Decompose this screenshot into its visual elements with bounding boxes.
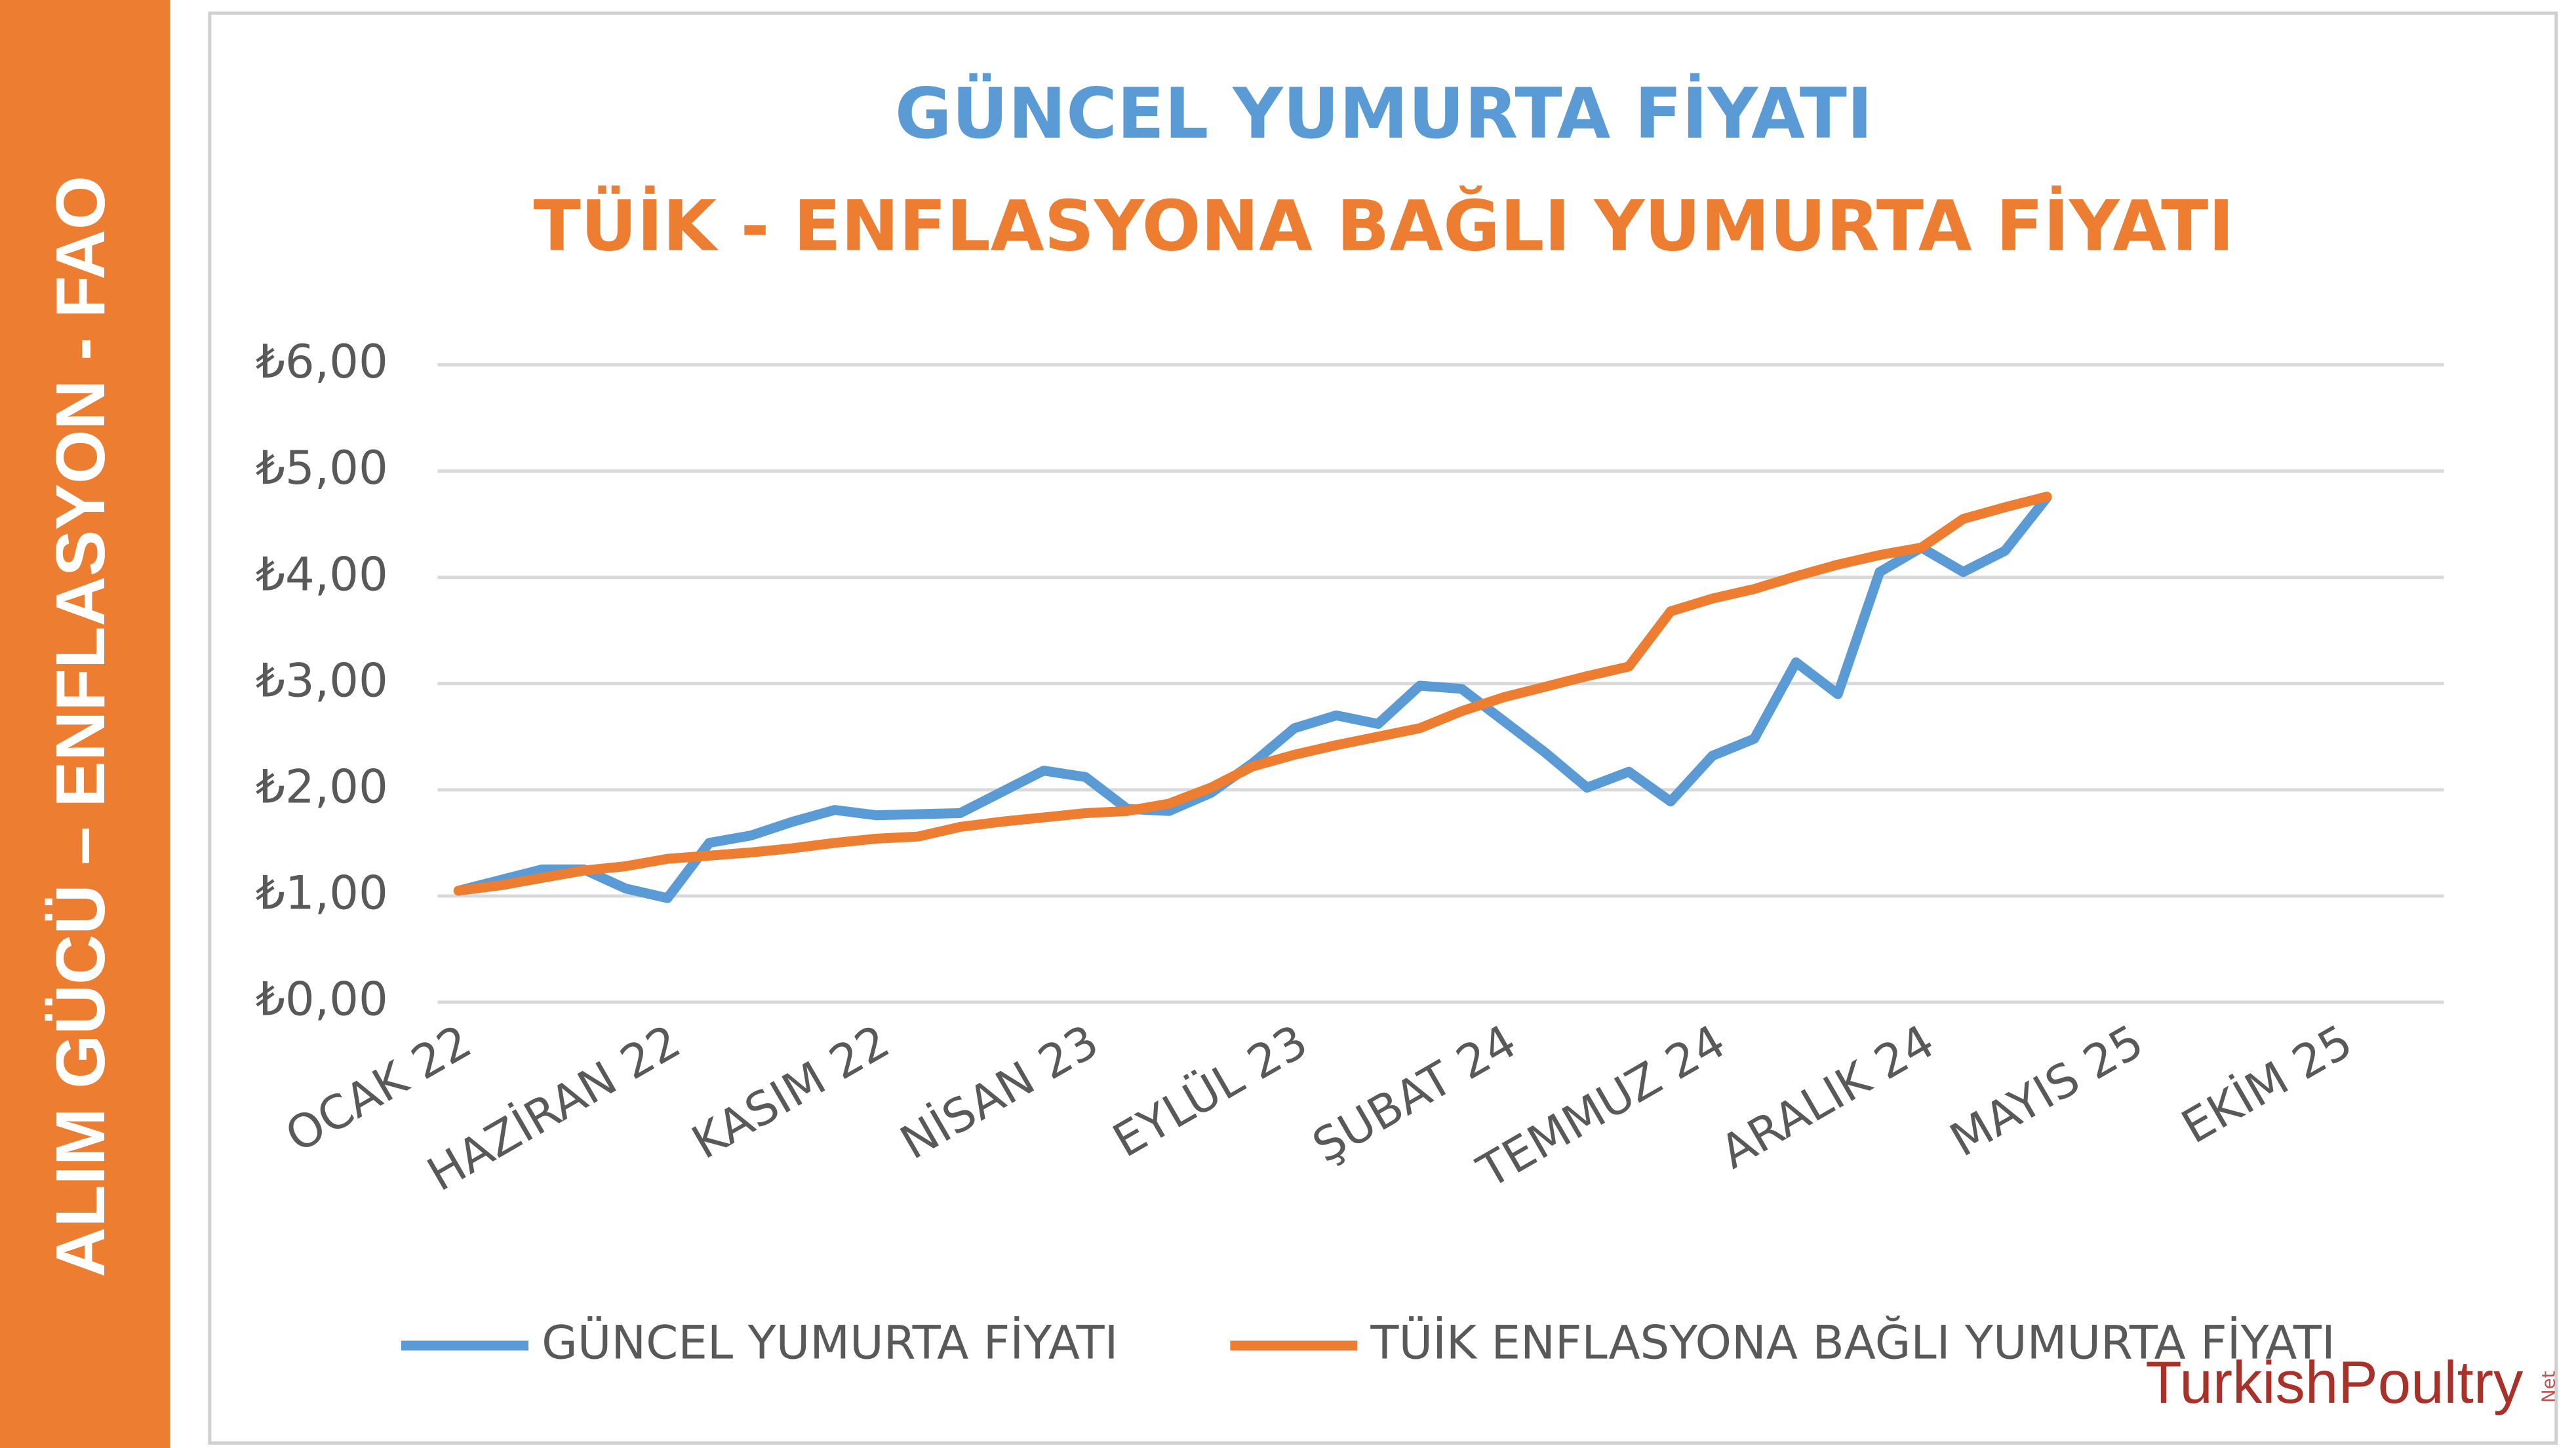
legend-label: TÜİK ENFLASYONA BAĞLI YUMURTA FİYATI (1370, 1314, 2335, 1369)
y-tick-label: ₺3,00 (256, 654, 388, 707)
watermark-suffix: Net (2538, 1371, 2560, 1403)
chart-frame (208, 11, 2558, 1445)
legend-label: GÜNCEL YUMURTA FİYATI (542, 1315, 1118, 1369)
y-tick-label: ₺2,00 (256, 760, 388, 813)
chart-title: GÜNCEL YUMURTA FİYATI (895, 73, 1873, 154)
watermark: TurkishPoultry (2145, 1350, 2524, 1416)
side-label: ALIM GÜCÜ – ENFLASYON - FAO (42, 176, 119, 1278)
y-tick-label: ₺1,00 (256, 866, 388, 920)
chart-subtitle: TÜİK - ENFLASYONA BAĞLI YUMURTA FİYATI (534, 186, 2234, 266)
side-bar (0, 0, 170, 1448)
series-line (453, 492, 2052, 896)
y-tick-label: ₺6,00 (256, 335, 388, 389)
y-tick-label: ₺5,00 (256, 441, 388, 495)
y-tick-label: ₺0,00 (256, 972, 388, 1026)
y-tick-label: ₺4,00 (256, 547, 388, 601)
